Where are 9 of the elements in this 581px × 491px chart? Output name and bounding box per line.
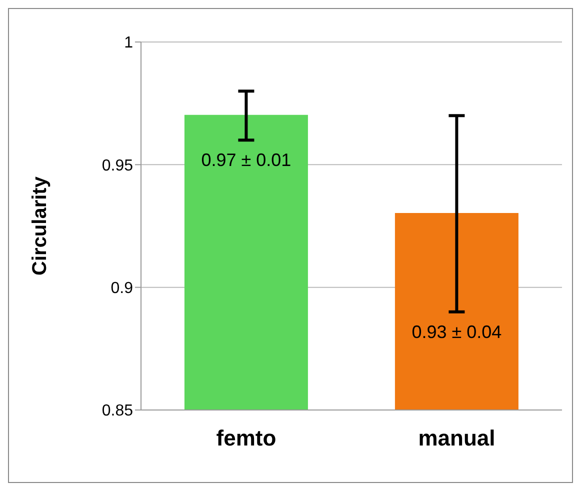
data-label: 0.97 ± 0.01 — [201, 150, 292, 170]
x-tick-label: femto — [216, 426, 276, 451]
y-tick-label: 0.9 — [110, 280, 134, 298]
y-axis-title: Circularity — [29, 176, 52, 276]
y-tick-label: 0.95 — [102, 157, 134, 174]
y-tick-label: 1 — [124, 34, 134, 52]
x-tick-label: manual — [418, 426, 496, 451]
y-tick-label: 0.85 — [102, 402, 134, 420]
data-label: 0.93 ± 0.04 — [412, 322, 502, 342]
